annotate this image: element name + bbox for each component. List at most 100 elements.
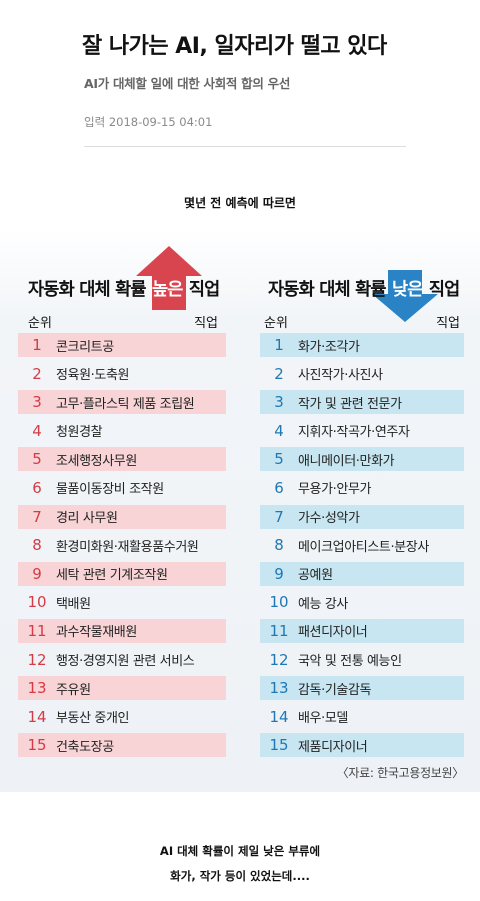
high-column-title: 자동화 대체 확률 높은 직업 [28,276,220,301]
job-header: 직업 [194,316,218,331]
high-title-prefix: 자동화 대체 확률 [28,280,151,300]
rank-number: 2 [274,364,284,383]
table-row: 8 메이크업아티스트·분장사 [260,533,464,557]
rank-number: 7 [274,507,284,526]
rank-number: 3 [274,393,284,412]
rank-number: 13 [27,679,47,698]
rank-number: 10 [269,593,289,612]
arrow-up-icon [136,246,202,310]
table-row: 6 물품이동장비 조작원 [18,476,226,500]
job-name: 정육원·도축원 [56,368,130,384]
rank-number: 4 [274,421,284,440]
rank-number: 1 [274,336,284,354]
rank-header: 순위 [264,316,288,331]
rank-number: 9 [274,564,284,583]
job-name: 무용가·안무가 [298,482,372,498]
job-name: 경리 사무원 [56,511,118,527]
high-title-suffix: 직업 [183,280,220,300]
table-row: 4 지휘자·작곡가·연주자 [260,419,464,443]
rank-number: 1 [32,336,42,354]
low-title-prefix: 자동화 대체 확률 [268,280,391,300]
high-rank-list: 1 콘크리트공 2 정육원·도축원 3 고무·플라스틱 제품 조립원 4 청원경찰 5 조세행정사… [18,333,226,762]
table-row: 9 세탁 관련 기계조작원 [18,561,226,586]
table-row: 7 경리 사무원 [18,504,226,529]
table-row: 5 조세행정사무원 [18,447,226,472]
high-title-highlight: 높은 [151,280,183,300]
job-name: 환경미화원·재활용품수거원 [56,539,199,555]
table-row: 13 감독·기술감독 [260,676,464,701]
low-rank-list: 1 화가·조각가 2 사진작가·사진사 3 작가 및 관련 전문가 4 지휘자·작곡가·연주자… [260,333,468,762]
job-name: 사진작가·사진사 [298,368,383,384]
table-row: 3 작가 및 관련 전문가 [260,390,464,415]
job-name: 화가·조각가 [298,339,360,355]
job-name: 조세행정사무원 [56,453,137,469]
job-name: 콘크리트공 [56,339,114,355]
rank-number: 6 [32,478,42,497]
table-row: 1 콘크리트공 [18,333,226,357]
job-name: 공예원 [298,568,333,584]
table-row: 15 제품디자이너 [260,733,464,758]
subheadline: AI가 대체할 일에 대한 사회적 합의 우선 [84,76,291,91]
rank-number: 8 [274,536,284,555]
rank-number: 13 [269,679,289,698]
table-row: 8 환경미화원·재활용품수거원 [18,533,226,557]
low-title-suffix: 직업 [423,280,460,300]
intro-caption: 몇년 전 예측에 따르면 [184,196,296,210]
table-row: 2 정육원·도축원 [18,362,226,386]
rank-number: 14 [269,707,289,726]
table-row: 6 무용가·안무가 [260,476,464,500]
table-row: 14 배우·모델 [260,705,464,729]
job-name: 국악 및 전통 예능인 [298,654,402,670]
low-column-title: 자동화 대체 확률 낮은 직업 [268,276,460,301]
job-name: 제품디자이너 [298,739,368,755]
table-row: 12 국악 및 전통 예능인 [260,648,464,672]
table-row: 15 건축도장공 [18,733,226,758]
rank-number: 7 [32,507,42,526]
job-name: 청원경찰 [56,425,103,441]
rank-number: 12 [27,650,47,669]
rank-header: 순위 [28,316,52,331]
table-row: 3 고무·플라스틱 제품 조립원 [18,390,226,415]
table-row: 5 애니메이터·만화가 [260,447,464,472]
headline: 잘 나가는 AI, 일자리가 떨고 있다 [82,34,387,59]
rank-number: 11 [27,621,47,640]
source-credit: 〈자료: 한국고용정보원〉 [336,766,465,780]
job-name: 가수·성악가 [298,511,360,527]
rank-number: 8 [32,536,42,555]
footer-line-1: AI 대체 확률이 제일 낮은 부류에 [159,844,321,858]
job-name: 지휘자·작곡가·연주자 [298,425,410,441]
table-row: 10 택배원 [18,590,226,614]
rank-number: 6 [274,478,284,497]
job-name: 감독·기술감독 [298,682,372,698]
job-name: 세탁 관련 기계조작원 [56,568,168,584]
job-name: 메이크업아티스트·분장사 [298,539,429,555]
infographic-panel: 자동화 대체 확률 높은 직업 순위 직업 1 콘크리트공 2 정육원·도축원 3 고무·… [0,228,480,792]
dateline: 입력 2018-09-15 04:01 [84,115,213,129]
table-row: 10 예능 강사 [260,590,464,614]
rank-number: 5 [32,450,42,469]
rank-number: 4 [32,421,42,440]
table-row: 12 행정·경영지원 관련 서비스 [18,648,226,672]
footer-caption: AI 대체 확률이 제일 낮은 부류에 화가, 작가 등이 있었는데.... [0,839,480,889]
rank-number: 14 [27,707,47,726]
job-name: 부동산 중개인 [56,711,130,727]
job-name: 작가 및 관련 전문가 [298,396,402,412]
job-name: 건축도장공 [56,739,114,755]
job-name: 주유원 [56,682,91,698]
rank-number: 10 [27,593,47,612]
job-name: 물품이동장비 조작원 [56,482,164,498]
table-row: 4 청원경찰 [18,419,226,443]
rank-number: 15 [269,736,289,755]
table-row: 7 가수·성악가 [260,504,464,529]
job-name: 패션디자이너 [298,625,368,641]
footer-line-2: 화가, 작가 등이 있었는데.... [170,869,310,883]
rank-number: 12 [269,650,289,669]
table-row: 14 부동산 중개인 [18,705,226,729]
rank-number: 11 [269,621,289,640]
table-row: 11 과수작물재배원 [18,618,226,643]
low-title-highlight: 낮은 [391,280,423,300]
rank-number: 9 [32,564,42,583]
table-row: 1 화가·조각가 [260,333,464,357]
table-row: 9 공예원 [260,561,464,586]
table-row: 13 주유원 [18,676,226,701]
